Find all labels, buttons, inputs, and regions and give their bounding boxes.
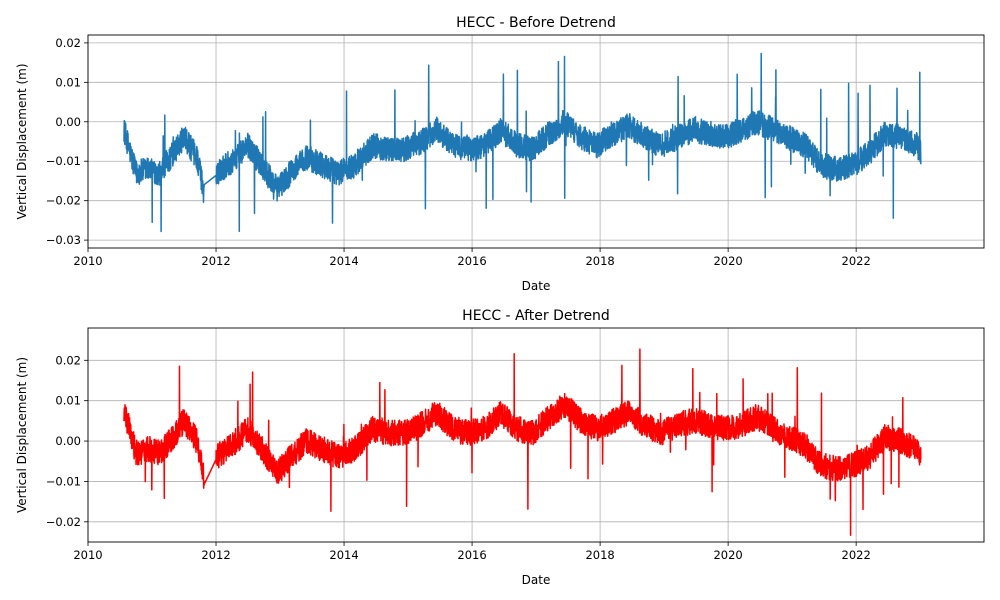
x-tick-label: 2014 xyxy=(329,254,358,268)
y-tick-label: 0.02 xyxy=(55,353,81,367)
x-tick-label: 2018 xyxy=(585,548,614,562)
plot-frame xyxy=(87,327,985,543)
x-tick-label: 2016 xyxy=(457,254,486,268)
y-tick-label: −0.01 xyxy=(46,154,81,168)
x-axis-label: Date xyxy=(522,279,551,293)
x-tick-label: 2010 xyxy=(73,548,102,562)
chart-title: HECC - Before Detrend xyxy=(456,15,616,31)
y-tick-label: 0.00 xyxy=(55,115,81,129)
x-tick-label: 2010 xyxy=(73,254,102,268)
chart-title: HECC - After Detrend xyxy=(462,308,610,324)
x-tick-label: 2022 xyxy=(842,254,871,268)
y-tick-label: 0.00 xyxy=(55,434,81,448)
x-tick-label: 2014 xyxy=(329,548,358,562)
x-tick-label: 2018 xyxy=(585,254,614,268)
x-tick-label: 2020 xyxy=(713,548,742,562)
x-tick-label: 2022 xyxy=(842,548,871,562)
series-line xyxy=(123,348,922,537)
x-tick-label: 2012 xyxy=(201,548,230,562)
y-tick-label: −0.02 xyxy=(46,194,81,208)
y-axis-label: Vertical Displacement (m) xyxy=(15,63,29,219)
chart-panel-1: HECC - Before Detrend 2010 2012 2014 2016 201… xyxy=(15,15,985,293)
x-tick-label: 2016 xyxy=(457,548,486,562)
y-tick-label: −0.01 xyxy=(46,474,81,488)
y-tick-label: 0.02 xyxy=(55,36,81,50)
y-tick-label: −0.02 xyxy=(46,515,81,529)
series-line xyxy=(123,52,922,233)
chart-panel-2: HECC - After Detrend 2010 2012 2014 2016 2018… xyxy=(15,308,985,587)
x-tick-label: 2020 xyxy=(713,254,742,268)
x-tick-label: 2012 xyxy=(201,254,230,268)
y-tick-label: 0.01 xyxy=(55,75,81,89)
y-axis-label: Vertical Displacement (m) xyxy=(15,357,29,513)
x-axis-label: Date xyxy=(522,573,551,587)
plot-frame xyxy=(87,34,985,249)
y-tick-label: −0.03 xyxy=(46,233,81,247)
y-tick-label: 0.01 xyxy=(55,394,81,408)
